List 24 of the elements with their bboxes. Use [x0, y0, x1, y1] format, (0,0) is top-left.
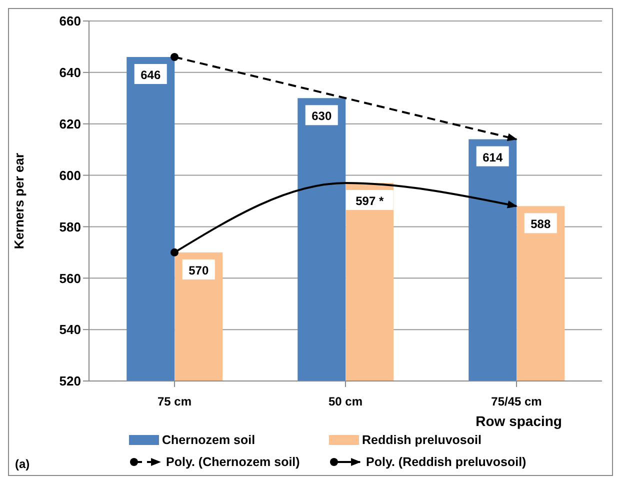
data-label: 614	[482, 150, 503, 164]
legend-label: Chernozem soil	[162, 433, 256, 447]
y-tick-label: 600	[59, 168, 81, 183]
y-tick-label: 640	[59, 65, 81, 80]
y-tick-label: 660	[59, 14, 81, 29]
data-label: 646	[140, 68, 161, 82]
y-tick-label: 540	[59, 322, 81, 338]
legend-label: Reddish preluvosoil	[362, 433, 482, 447]
data-label: 570	[188, 263, 209, 278]
x-tick-label: 75/45 cm	[491, 394, 542, 409]
x-axis-title: Row spacing	[476, 413, 562, 429]
x-tick-label: 50 cm	[328, 394, 363, 409]
text: (a)	[15, 457, 30, 471]
legend-label: Poly. (Reddish preluvosoil)	[366, 455, 526, 469]
legend-label: Poly. (Chernozem soil)	[166, 455, 300, 469]
data-label: 597 *	[356, 194, 384, 208]
y-tick-label: 580	[59, 219, 81, 234]
data-label: 588	[530, 217, 551, 232]
y-tick-label: 560	[59, 270, 81, 286]
y-axis-title: Kerners per ear	[12, 152, 27, 250]
x-tick-label: 75 cm	[157, 394, 192, 409]
data-label: 630	[312, 109, 332, 124]
y-tick-label: 620	[59, 116, 81, 132]
y-tick-label: 520	[59, 374, 81, 389]
